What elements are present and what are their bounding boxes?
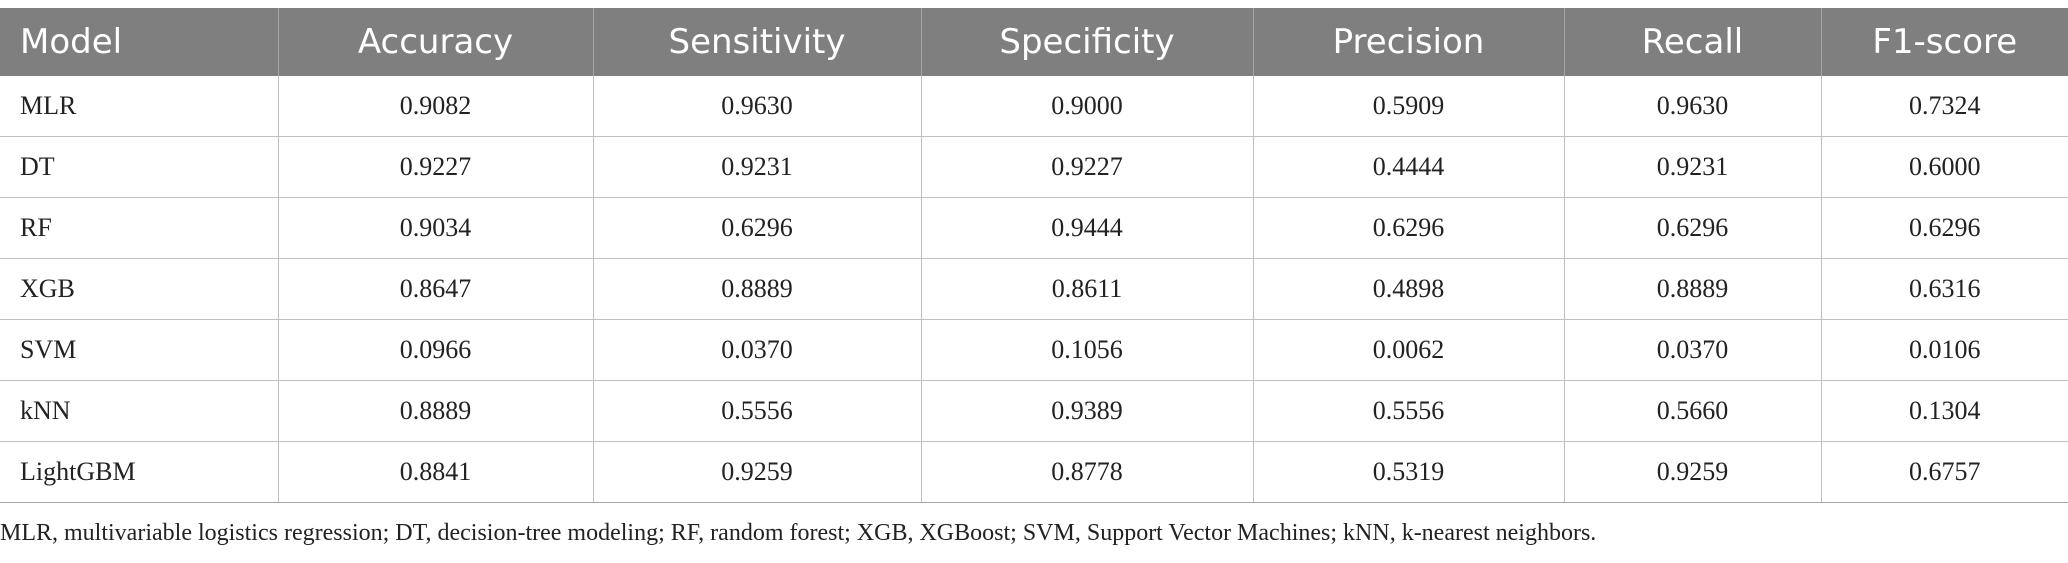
specificity-cell: 0.1056 xyxy=(920,319,1253,381)
model-name-cell: SVM xyxy=(0,319,278,381)
table-header: Model Accuracy Sensitivity Specificity P… xyxy=(0,8,2068,76)
header-cell-sensitivity: Sensitivity xyxy=(592,8,921,76)
precision-cell: 0.5556 xyxy=(1252,380,1564,442)
precision-cell: 0.4898 xyxy=(1252,258,1564,320)
recall-cell: 0.9259 xyxy=(1563,441,1821,503)
accuracy-cell: 0.0966 xyxy=(277,319,593,381)
model-name-cell: MLR xyxy=(0,76,278,137)
sensitivity-cell: 0.0370 xyxy=(592,319,921,381)
f1-score-cell: 0.6296 xyxy=(1820,197,2068,259)
table-row: DT 0.9227 0.9231 0.9227 0.4444 0.9231 0.… xyxy=(0,136,2068,198)
specificity-cell: 0.9227 xyxy=(920,136,1253,198)
table-footnote: MLR, multivariable logistics regression;… xyxy=(0,520,1597,546)
header-row: Model Accuracy Sensitivity Specificity P… xyxy=(0,8,2068,76)
specificity-cell: 0.8611 xyxy=(920,258,1253,320)
results-table-container: Model Accuracy Sensitivity Specificity P… xyxy=(0,8,2068,503)
recall-cell: 0.0370 xyxy=(1563,319,1821,381)
sensitivity-cell: 0.9259 xyxy=(592,441,921,503)
accuracy-cell: 0.8647 xyxy=(277,258,593,320)
header-cell-specificity: Specificity xyxy=(920,8,1253,76)
recall-cell: 0.5660 xyxy=(1563,380,1821,442)
header-cell-recall: Recall xyxy=(1563,8,1821,76)
table-body: MLR 0.9082 0.9630 0.9000 0.5909 0.9630 0… xyxy=(0,76,2068,503)
model-name-cell: kNN xyxy=(0,380,278,442)
accuracy-cell: 0.8841 xyxy=(277,441,593,503)
accuracy-cell: 0.9034 xyxy=(277,197,593,259)
f1-score-cell: 0.1304 xyxy=(1820,380,2068,442)
f1-score-cell: 0.6757 xyxy=(1820,441,2068,503)
specificity-cell: 0.9389 xyxy=(920,380,1253,442)
header-cell-accuracy: Accuracy xyxy=(277,8,593,76)
accuracy-cell: 0.8889 xyxy=(277,380,593,442)
table-row: kNN 0.8889 0.5556 0.9389 0.5556 0.5660 0… xyxy=(0,380,2068,442)
recall-cell: 0.6296 xyxy=(1563,197,1821,259)
sensitivity-cell: 0.8889 xyxy=(592,258,921,320)
specificity-cell: 0.9000 xyxy=(920,76,1253,137)
specificity-cell: 0.9444 xyxy=(920,197,1253,259)
model-name-cell: RF xyxy=(0,197,278,259)
header-cell-f1-score: F1-score xyxy=(1820,8,2068,76)
table-row: SVM 0.0966 0.0370 0.1056 0.0062 0.0370 0… xyxy=(0,319,2068,381)
table-row: XGB 0.8647 0.8889 0.8611 0.4898 0.8889 0… xyxy=(0,258,2068,320)
table-row: MLR 0.9082 0.9630 0.9000 0.5909 0.9630 0… xyxy=(0,76,2068,137)
table-row: LightGBM 0.8841 0.9259 0.8778 0.5319 0.9… xyxy=(0,441,2068,503)
precision-cell: 0.6296 xyxy=(1252,197,1564,259)
table-row: RF 0.9034 0.6296 0.9444 0.6296 0.6296 0.… xyxy=(0,197,2068,259)
precision-cell: 0.5909 xyxy=(1252,76,1564,137)
model-name-cell: DT xyxy=(0,136,278,198)
precision-cell: 0.5319 xyxy=(1252,441,1564,503)
specificity-cell: 0.8778 xyxy=(920,441,1253,503)
f1-score-cell: 0.6000 xyxy=(1820,136,2068,198)
precision-cell: 0.0062 xyxy=(1252,319,1564,381)
model-performance-table: Model Accuracy Sensitivity Specificity P… xyxy=(0,8,2068,503)
accuracy-cell: 0.9227 xyxy=(277,136,593,198)
f1-score-cell: 0.0106 xyxy=(1820,319,2068,381)
recall-cell: 0.9630 xyxy=(1563,76,1821,137)
header-cell-precision: Precision xyxy=(1252,8,1564,76)
sensitivity-cell: 0.9630 xyxy=(592,76,921,137)
f1-score-cell: 0.6316 xyxy=(1820,258,2068,320)
sensitivity-cell: 0.9231 xyxy=(592,136,921,198)
sensitivity-cell: 0.5556 xyxy=(592,380,921,442)
sensitivity-cell: 0.6296 xyxy=(592,197,921,259)
header-cell-model: Model xyxy=(0,8,278,76)
model-name-cell: XGB xyxy=(0,258,278,320)
f1-score-cell: 0.7324 xyxy=(1820,76,2068,137)
accuracy-cell: 0.9082 xyxy=(277,76,593,137)
model-name-cell: LightGBM xyxy=(0,441,278,503)
recall-cell: 0.8889 xyxy=(1563,258,1821,320)
recall-cell: 0.9231 xyxy=(1563,136,1821,198)
precision-cell: 0.4444 xyxy=(1252,136,1564,198)
